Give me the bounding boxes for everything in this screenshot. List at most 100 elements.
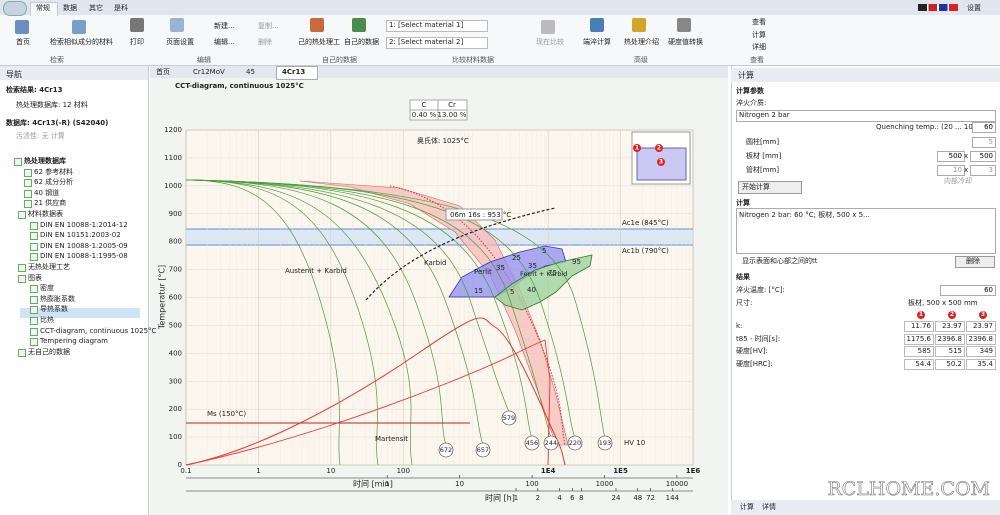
button-text[interactable]: 开始计算 [742, 183, 770, 191]
start-button[interactable] [738, 181, 802, 194]
tree-item[interactable]: 62 参考材料 [34, 167, 74, 176]
tree-item[interactable]: 比热 [40, 316, 54, 324]
minute-tick-label: 10 [455, 480, 464, 488]
bottom-tab[interactable]: 详情 [762, 503, 776, 511]
ribbon-button[interactable]: 己的热处理工 [298, 38, 340, 46]
tree-item[interactable]: 40 钢道 [34, 188, 60, 197]
label: Quenching temp.: (20 ... 100): [876, 123, 983, 131]
ribbon-tab[interactable]: 是科 [114, 4, 128, 12]
ribbon-button[interactable]: 热处理介绍 [624, 38, 659, 46]
doc-tab[interactable]: 45 [246, 68, 255, 76]
hardness-label: 244 [545, 439, 557, 447]
x-tick-label: 1 [256, 467, 260, 475]
select-text[interactable]: 1: [Select material 1] [389, 21, 464, 29]
tree-item[interactable]: 密度 [40, 284, 54, 293]
doc-tab[interactable]: 首页 [156, 68, 170, 76]
bottom-tab[interactable]: 计算 [740, 503, 754, 511]
db-count[interactable]: 热处理数据库: 12 材料 [16, 101, 88, 109]
tree-item[interactable]: 无自己的数据 [28, 347, 70, 356]
cooling-curves [185, 179, 606, 466]
ribbon-button[interactable]: 复制... [258, 22, 279, 30]
ribbon-button[interactable]: 自己的数据 [344, 38, 379, 46]
ribbon-button[interactable]: 编辑... [214, 38, 235, 46]
input[interactable]: 5 [972, 137, 996, 148]
button-text[interactable]: 删除 [966, 257, 980, 265]
input[interactable]: 500 [970, 151, 996, 162]
tree-item[interactable]: DIN EN 10151:2003-02 [40, 231, 121, 240]
tree-item[interactable]: Tempering diagram [40, 337, 108, 346]
input[interactable]: 10 [937, 165, 965, 176]
ribbon-tab[interactable]: 数据 [63, 4, 77, 12]
ribbon-button[interactable]: 计算 [752, 31, 766, 39]
tree-item[interactable]: DIN EN 10088-1:2014-12 [40, 220, 128, 229]
doc-tab[interactable]: Cr12MoV [193, 68, 225, 76]
input[interactable]: 60 [972, 122, 996, 133]
hv-label: HV 10 [624, 439, 645, 447]
y-tick-label: 300 [169, 377, 182, 385]
tree-item[interactable]: 材料数据表 [28, 210, 63, 218]
select-text[interactable]: Nitrogen 2 bar [739, 111, 790, 119]
ribbon-button[interactable]: 现在比较 [536, 38, 564, 46]
medium-select[interactable] [736, 110, 996, 122]
tree-item[interactable]: DIN EN 10088-1:2005-09 [40, 241, 128, 250]
phase-number: 5 [542, 247, 546, 255]
ribbon-button[interactable]: 查看 [752, 18, 766, 26]
row-label: t85 - 时间[s]: [736, 334, 781, 343]
select-box[interactable] [386, 20, 488, 32]
tree-item[interactable]: 图表 [28, 273, 42, 282]
ribbon-button[interactable]: 检索相似成分的材料 [50, 38, 113, 46]
tree-item[interactable]: 热膨胀系数 [40, 294, 75, 303]
tree-icon [18, 274, 26, 283]
ribbon-button[interactable]: 硬度值转换 [668, 38, 703, 46]
hour-axis-label: 时间 [h] [485, 493, 515, 503]
phase-number: 25 [512, 254, 521, 262]
ribbon-tab[interactable]: 常规 [36, 4, 50, 12]
tree-item[interactable]: 热处理数据库 [24, 157, 66, 165]
tree-item[interactable]: 21 供应商 [34, 199, 67, 208]
tree-item[interactable]: 导热系数 [40, 305, 68, 314]
icon [632, 18, 646, 32]
icon [72, 20, 86, 34]
tree-icon [30, 232, 38, 241]
doc-tab[interactable]: 4Cr13 [282, 68, 306, 76]
y-tick-label: 100 [169, 433, 182, 441]
tree-item[interactable]: DIN EN 10088-1:1995-08 [40, 252, 128, 261]
tree-item[interactable]: 无热处理工艺 [28, 263, 70, 271]
select-box[interactable] [386, 37, 488, 49]
ribbon-button[interactable]: 端淬计算 [583, 38, 611, 46]
radio-label[interactable]: 管材[mm] [746, 166, 780, 174]
y-tick-label: 1000 [164, 182, 182, 190]
tree-item[interactable]: CCT-diagram, continuous 1025°C [40, 326, 157, 335]
x-tick-label: 1E4 [541, 467, 556, 475]
right-header [731, 68, 1000, 82]
settings[interactable]: 设置 [967, 4, 981, 12]
group-label: 编辑 [197, 56, 211, 64]
ribbon-button[interactable]: 删除 [258, 38, 272, 46]
select-text[interactable]: 2: [Select material 2] [389, 38, 464, 46]
input[interactable]: 500 [937, 151, 965, 162]
hardness-circles: 672 657 579 456 244 220 193 [438, 410, 613, 458]
tree-item[interactable]: 62 成分分析 [34, 178, 74, 187]
checkbox-label[interactable]: 内部冷却 [944, 177, 972, 185]
column-marker: 2 [948, 311, 956, 319]
entry[interactable]: Nitrogen 2 bar: 60 °C; 板材, 500 x 5... [739, 211, 870, 219]
ribbon-button[interactable]: 打印 [130, 38, 144, 46]
radio-label[interactable]: 板材 [mm] [746, 152, 782, 160]
ribbon-tab[interactable]: 其它 [89, 4, 103, 12]
comp-header: C [422, 101, 427, 109]
delete-button[interactable] [955, 256, 995, 268]
checkbox-label[interactable]: 显示表面和心部之间的tt [742, 257, 818, 265]
ribbon [0, 15, 1000, 66]
ribbon-button[interactable]: 首页 [16, 38, 30, 46]
ribbon-button[interactable]: 页面设置 [166, 38, 194, 46]
x-tick-label: 1E5 [613, 467, 628, 475]
input[interactable]: 3 [970, 165, 996, 176]
hardness-label: 672 [440, 446, 452, 454]
cell: 35.4 [966, 358, 996, 370]
ribbon-button[interactable]: 新建... [214, 22, 235, 30]
x-tick-label: 1E6 [686, 467, 701, 475]
radio-label[interactable]: 圆柱[mm] [746, 138, 780, 146]
label: x [964, 166, 969, 174]
region-label: Austenit + Karbid [285, 267, 347, 275]
ribbon-button[interactable]: 详细 [752, 43, 766, 51]
